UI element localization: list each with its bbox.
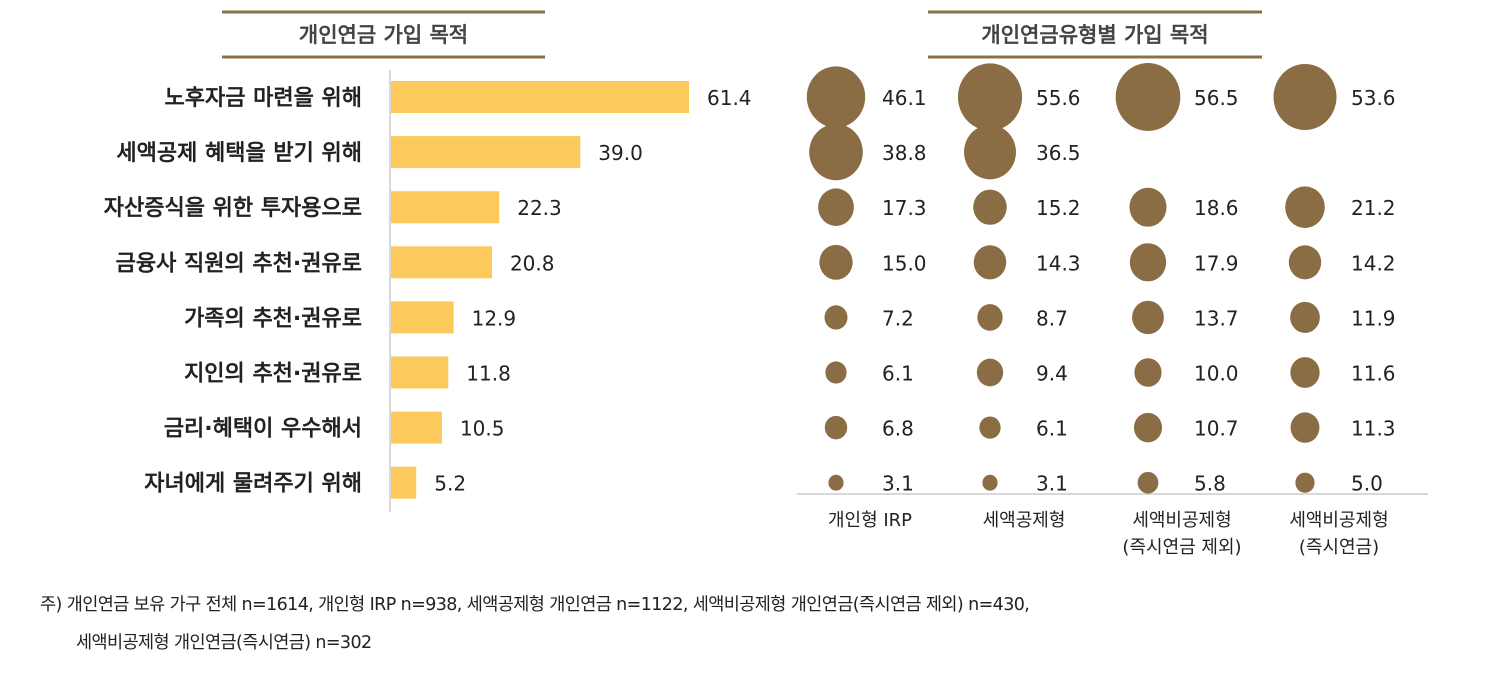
bar-category-label: 세액공제 혜택을 받기 위해 [116,141,362,166]
bubble-value-label: 15.0 [882,251,927,275]
bubble [1285,186,1325,228]
bubble-column-label: 세액공제형 [983,510,1066,531]
bubble [809,123,863,181]
bubble [1132,300,1164,335]
bubble-value-label: 38.8 [882,141,927,165]
bubble-value-label: 15.2 [1036,196,1081,220]
bar [391,136,581,169]
bubble [957,63,1023,131]
bubble-value-label: 8.7 [1036,306,1068,330]
bar [391,466,417,499]
bar-value-label: 22.3 [517,196,562,220]
bubble-value-label: 56.5 [1194,86,1239,110]
bubble-value-label: 21.2 [1351,196,1396,220]
bubble-value-label: 17.3 [882,196,927,220]
bubble [1290,412,1320,443]
bubble-value-label: 14.3 [1036,251,1081,275]
bubble-value-label: 9.4 [1036,362,1068,386]
bubble [1134,358,1162,387]
bubble-value-label: 18.6 [1194,196,1239,220]
bar-value-label: 20.8 [510,251,555,275]
bar-category-label: 자산증식을 위한 투자용으로 [104,196,362,221]
bar-value-label: 39.0 [598,141,643,165]
bubble [825,361,847,384]
bar [391,81,689,113]
bar-value-label: 11.8 [466,362,511,386]
bubble-value-label: 10.0 [1194,362,1239,386]
bubble [982,474,998,491]
bubble-column-label: 세액비공제형 [1132,510,1231,531]
bubble-value-label: 6.8 [882,417,914,441]
bubble-value-label: 5.8 [1194,472,1226,496]
bubble-value-label: 10.7 [1194,417,1239,441]
bubble-value-label: 11.3 [1351,417,1396,441]
bubble-value-label: 3.1 [1036,472,1068,496]
footnote-line-1: 주) 개인연금 보유 가구 전체 n=1614, 개인형 IRP n=938, … [40,595,1030,615]
bubble [973,189,1007,225]
bubble-value-label: 36.5 [1036,141,1081,165]
bar [391,191,500,224]
bar-value-label: 5.2 [434,472,466,496]
bubble-value-label: 5.0 [1351,472,1383,496]
bubble [1133,412,1163,443]
bubble [824,305,848,330]
bar-category-label: 금리·혜택이 우수해서 [164,417,362,442]
bar-value-label: 10.5 [460,417,505,441]
bubble-value-label: 7.2 [882,306,914,330]
bubble [818,188,854,226]
bubble-value-label: 13.7 [1194,306,1239,330]
bubble-value-label: 55.6 [1036,86,1081,110]
bubble-column-label: 개인형 IRP [828,510,912,531]
bubble-column-label: (즉시연금 제외) [1122,537,1241,558]
bubble-chart-title: 개인연금유형별 가입 목적 [981,23,1208,47]
bubble [806,66,866,128]
bar [391,356,449,389]
bar-value-label: 61.4 [707,86,752,110]
bubble-value-label: 46.1 [882,86,927,110]
bar-category-label: 노후자금 마련을 위해 [165,86,362,111]
bubble-value-label: 17.9 [1194,251,1239,275]
bar-category-label: 자녀에게 물려주기 위해 [144,472,362,497]
bubble-value-label: 6.1 [1036,417,1068,441]
bar-category-label: 지인의 추천·권유로 [184,362,362,387]
bubble [979,416,1001,439]
bar [391,246,492,279]
bubble-column-label: 세액비공제형 [1289,510,1388,531]
bubble [828,474,844,491]
bar [391,411,442,444]
bubble [1290,357,1320,388]
bubble [1295,472,1315,493]
bubble [977,304,1003,331]
bar-value-label: 12.9 [472,306,517,330]
bubble-column-label: (즉시연금) [1299,537,1379,558]
bubble [1137,471,1159,494]
bubble [1288,245,1322,280]
bubble-value-label: 14.2 [1351,251,1396,275]
bubble-value-label: 3.1 [882,472,914,496]
bubble [1273,63,1337,131]
bubble [1129,187,1167,227]
bubble-value-label: 11.9 [1351,306,1396,330]
bubble-value-label: 6.1 [882,362,914,386]
bubble [819,244,853,280]
bubble [1290,301,1320,333]
footnote: 주) 개인연금 보유 가구 전체 n=1614, 개인형 IRP n=938, … [40,586,1030,662]
bubble-value-label: 11.6 [1351,362,1396,386]
bar [391,301,454,334]
bar-category-label: 가족의 추천·권유로 [184,306,362,331]
bar-category-label: 금융사 직원의 추천·권유로 [116,251,362,276]
bubble [1129,243,1167,282]
bubble [973,245,1007,280]
footnote-line-2: 세액비공제형 개인연금(즉시연금) n=302 [76,633,372,653]
bubble [964,124,1016,180]
bar-chart-title: 개인연금 가입 목적 [299,23,468,47]
bubble [976,358,1004,387]
bubble-value-label: 53.6 [1351,86,1396,110]
bubble [1115,63,1181,131]
bubble [824,415,848,440]
